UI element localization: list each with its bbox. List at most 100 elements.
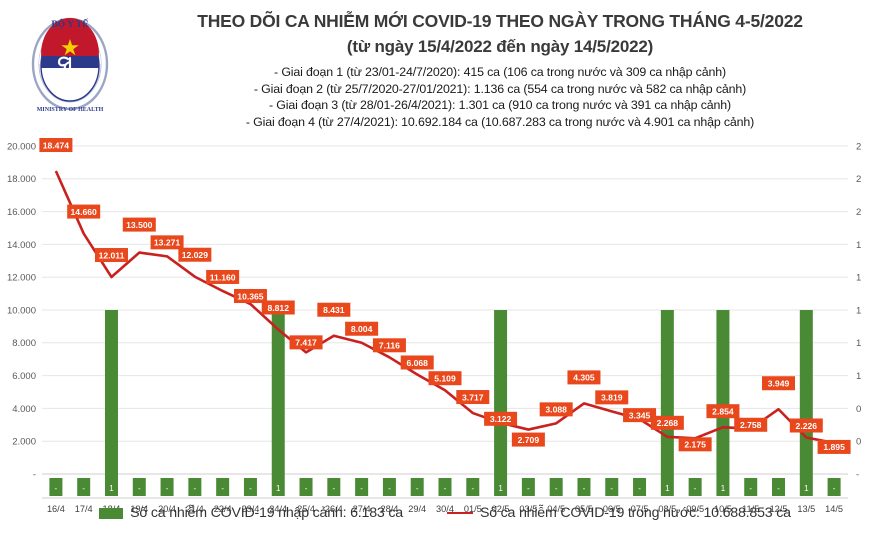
bar-imported-cases[interactable] bbox=[382, 478, 396, 496]
x-axis-date-label: 19/4 bbox=[130, 504, 148, 514]
phase-line-2: - Giai đoạn 2 (từ 25/7/2020-27/01/2021):… bbox=[253, 81, 747, 96]
svg-text:2.226: 2.226 bbox=[796, 421, 818, 431]
line-data-label: 14.660 bbox=[67, 204, 101, 219]
x-axis-date-label: 06/5 bbox=[603, 504, 621, 514]
bar-imported-cases[interactable] bbox=[49, 478, 63, 496]
x-axis-date-label: 08/5 bbox=[658, 504, 676, 514]
line-data-label: 13.500 bbox=[122, 217, 156, 232]
bar-value-label: - bbox=[777, 484, 780, 493]
line-data-label: 4.305 bbox=[567, 370, 601, 385]
bar-imported-cases[interactable] bbox=[605, 478, 619, 496]
line-data-label: 11.160 bbox=[206, 269, 240, 284]
svg-text:8.812: 8.812 bbox=[267, 303, 289, 313]
bar-imported-cases[interactable] bbox=[188, 478, 202, 496]
bar-value-label: 1 bbox=[804, 484, 809, 493]
bar-imported-cases[interactable] bbox=[633, 478, 647, 496]
bar-imported-cases[interactable] bbox=[438, 478, 452, 496]
bar-value-label: - bbox=[360, 484, 363, 493]
bar-imported-cases[interactable] bbox=[549, 478, 563, 496]
bar-imported-cases[interactable] bbox=[77, 478, 91, 496]
line-data-label: 3.819 bbox=[595, 390, 629, 405]
bar-imported-cases[interactable] bbox=[132, 478, 146, 496]
bar-imported-cases[interactable] bbox=[660, 310, 674, 496]
bar-imported-cases[interactable] bbox=[772, 478, 786, 496]
x-axis-date-label: 11/5 bbox=[742, 504, 759, 514]
y-axis-left-tick: 18.000 bbox=[7, 174, 36, 185]
line-data-label: 12.011 bbox=[94, 248, 128, 263]
svg-text:2.854: 2.854 bbox=[712, 406, 734, 416]
bar-value-label: - bbox=[749, 484, 752, 493]
line-data-label: 2.226 bbox=[789, 418, 823, 433]
line-data-label: 10.365 bbox=[233, 289, 267, 304]
svg-text:2.758: 2.758 bbox=[740, 420, 762, 430]
phase-line-1: - Giai đoạn 1 (từ 23/01-24/7/2020): 415 … bbox=[274, 65, 726, 79]
line-data-label: 18.474 bbox=[39, 138, 73, 153]
bar-imported-cases[interactable] bbox=[494, 310, 508, 496]
x-axis-date-label: 26/4 bbox=[325, 504, 343, 514]
y-axis-left-tick: - bbox=[33, 469, 36, 480]
line-data-label: 1.895 bbox=[817, 439, 851, 454]
bar-imported-cases[interactable] bbox=[521, 478, 535, 496]
x-axis-date-label: 14/5 bbox=[825, 504, 843, 514]
svg-text:13.271: 13.271 bbox=[154, 238, 181, 248]
y-axis-left-tick: 14.000 bbox=[7, 240, 36, 251]
y-axis-left-tick: 2.000 bbox=[12, 437, 36, 448]
legend-item-domestic: Số ca nhiễm COVID-19 trong nước: 10.688.… bbox=[446, 505, 791, 521]
bar-value-label: - bbox=[194, 484, 197, 493]
bar-imported-cases[interactable] bbox=[799, 310, 813, 496]
legend-swatch-line-icon bbox=[446, 512, 473, 514]
bar-imported-cases[interactable] bbox=[410, 478, 424, 496]
x-axis-date-label: 23/4 bbox=[242, 504, 260, 514]
svg-text:6.068: 6.068 bbox=[406, 358, 428, 368]
bar-value-label: - bbox=[833, 484, 836, 493]
bar-imported-cases[interactable] bbox=[466, 478, 480, 496]
x-axis-date-label: 24/4 bbox=[269, 504, 287, 514]
x-axis-date-label: 28/4 bbox=[380, 504, 398, 514]
x-axis-date-label: 07/5 bbox=[631, 504, 649, 514]
bar-imported-cases[interactable] bbox=[271, 310, 285, 496]
bar-imported-cases[interactable] bbox=[216, 478, 230, 496]
svg-text:8.004: 8.004 bbox=[351, 324, 373, 334]
bar-imported-cases[interactable] bbox=[355, 478, 369, 496]
bar-imported-cases[interactable] bbox=[688, 478, 702, 496]
line-data-label: 2.758 bbox=[734, 417, 768, 432]
line-data-label: 2.268 bbox=[650, 415, 684, 430]
svg-text:5.109: 5.109 bbox=[434, 374, 456, 384]
logo-top-text: BỘ Y TẾ bbox=[51, 17, 88, 30]
line-data-label: 2.709 bbox=[511, 432, 545, 447]
bar-value-label: - bbox=[138, 484, 141, 493]
y-axis-right-tick: 0 bbox=[856, 437, 861, 448]
x-axis-date-label: 17/4 bbox=[75, 504, 93, 514]
bar-imported-cases[interactable] bbox=[243, 478, 257, 496]
legend-item-imported: Số ca nhiễm COVID-19 nhập cảnh: 6.183 ca bbox=[99, 505, 403, 521]
bar-imported-cases[interactable] bbox=[327, 478, 341, 496]
line-data-label: 7.116 bbox=[372, 338, 406, 353]
y-axis-right-tick: 2 bbox=[856, 207, 861, 218]
svg-text:2.268: 2.268 bbox=[657, 418, 679, 428]
x-axis-date-label: 30/4 bbox=[436, 504, 454, 514]
bar-imported-cases[interactable] bbox=[299, 478, 313, 496]
bar-value-label: 1 bbox=[498, 484, 503, 493]
line-domestic-cases[interactable] bbox=[54, 170, 835, 445]
svg-text:14.660: 14.660 bbox=[71, 207, 98, 217]
bar-value-label: - bbox=[471, 484, 474, 493]
bar-imported-cases[interactable] bbox=[104, 310, 118, 496]
line-data-label: 12.029 bbox=[178, 247, 212, 262]
bar-value-label: - bbox=[583, 484, 586, 493]
bar-value-label: 1 bbox=[665, 484, 670, 493]
y-axis-right-tick: 2 bbox=[856, 174, 861, 185]
bar-imported-cases[interactable] bbox=[577, 478, 591, 496]
svg-text:1.895: 1.895 bbox=[823, 442, 845, 452]
x-axis-date-label: 22/4 bbox=[214, 504, 232, 514]
bar-imported-cases[interactable] bbox=[160, 478, 174, 496]
bar-imported-cases[interactable] bbox=[744, 478, 758, 496]
bar-imported-cases[interactable] bbox=[716, 310, 730, 496]
bar-value-label: - bbox=[416, 484, 419, 493]
svg-text:3.088: 3.088 bbox=[545, 405, 567, 415]
line-data-label: 5.109 bbox=[428, 371, 462, 386]
bar-imported-cases[interactable] bbox=[827, 478, 841, 496]
chart-legend: Số ca nhiễm COVID-19 nhập cảnh: 6.183 ca… bbox=[0, 505, 890, 521]
bar-value-label: - bbox=[166, 484, 169, 493]
chart-plot-area: - -2.000 0 4.000 0 6.000 1 8.000 1 10.000 1 12.000 1… bbox=[0, 136, 890, 538]
